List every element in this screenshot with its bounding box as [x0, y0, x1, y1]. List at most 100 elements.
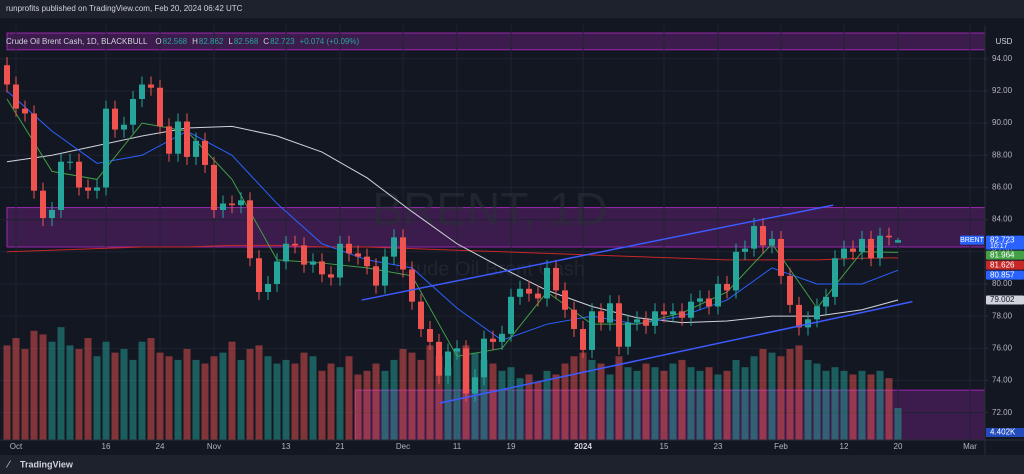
- candle: [895, 237, 901, 243]
- candle: [877, 227, 883, 267]
- candle-body: [256, 258, 262, 293]
- candle: [571, 301, 577, 338]
- volume-bar: [318, 370, 326, 440]
- candle-body: [760, 226, 766, 246]
- volume-bar: [858, 370, 866, 440]
- volume-bar: [831, 367, 839, 440]
- candle: [49, 201, 55, 227]
- candle-body: [310, 261, 316, 265]
- volume-bar: [111, 352, 119, 440]
- volume-bar: [255, 345, 263, 440]
- candle-body: [355, 253, 361, 257]
- candle: [670, 303, 676, 323]
- footer: [0, 455, 1024, 474]
- candle: [796, 296, 802, 336]
- candle: [238, 192, 244, 214]
- candle: [121, 116, 127, 138]
- candle-body: [301, 245, 307, 265]
- x-tick-label: 24: [156, 442, 165, 451]
- volume-label-bg: [986, 428, 1024, 437]
- ohlc-prefix: C: [263, 37, 269, 46]
- volume-bar: [624, 367, 632, 440]
- candle-body: [22, 108, 28, 114]
- candle: [544, 259, 550, 307]
- candle-body: [778, 238, 784, 276]
- candle: [103, 100, 109, 196]
- volume-bar: [192, 359, 200, 440]
- candle-body: [742, 248, 748, 252]
- candle: [175, 113, 181, 162]
- volume-bar: [165, 356, 173, 440]
- candle-body: [166, 126, 172, 154]
- volume-bar: [39, 334, 47, 440]
- volume-bar: [84, 338, 92, 440]
- candle-body: [67, 161, 73, 163]
- candle: [418, 293, 424, 338]
- candle: [787, 267, 793, 313]
- candle: [652, 303, 658, 334]
- volume-bar: [102, 341, 110, 440]
- candle-body: [625, 322, 631, 347]
- volume-bar: [633, 370, 641, 440]
- ohlc-value: 82.862: [199, 37, 224, 46]
- volume-label: 4.402K: [990, 428, 1016, 437]
- x-tick-label: 13: [282, 442, 291, 451]
- candle: [355, 245, 361, 265]
- currency: USD: [996, 37, 1013, 46]
- price-label-bg: [986, 270, 1024, 280]
- price-label: 79.002: [990, 295, 1015, 304]
- candle-body: [265, 283, 271, 293]
- candle: [481, 330, 487, 386]
- candle-body: [571, 309, 577, 330]
- candle: [463, 340, 469, 402]
- candle-body: [436, 341, 442, 376]
- candle-body: [382, 256, 388, 286]
- candle-body: [787, 275, 793, 305]
- candle: [535, 285, 541, 307]
- volume-bar: [642, 363, 650, 440]
- y-tick-label: 72.00: [992, 408, 1013, 417]
- volume-bar: [516, 378, 524, 440]
- volume-bar: [30, 330, 38, 440]
- volume-bar: [309, 356, 317, 440]
- volume-bar: [372, 363, 380, 440]
- candle: [589, 303, 595, 358]
- candle: [310, 253, 316, 273]
- candle: [85, 179, 91, 199]
- candle-body: [157, 87, 163, 127]
- x-tick-label: Mar: [963, 442, 977, 451]
- volume-bar: [543, 370, 551, 440]
- candle-body: [391, 237, 397, 257]
- candle-body: [508, 296, 514, 334]
- y-tick-label: 92.00: [992, 86, 1013, 95]
- candle: [715, 275, 721, 315]
- watermark: BRENT, 1D: [372, 183, 607, 235]
- y-tick-label: 90.00: [992, 118, 1013, 127]
- candle: [661, 303, 667, 323]
- moving-average: [6, 90, 899, 341]
- candle: [364, 248, 370, 275]
- volume-bar: [57, 327, 65, 440]
- candle: [13, 76, 19, 117]
- candle: [400, 229, 406, 278]
- volume-bar: [705, 367, 713, 440]
- candle-body: [823, 296, 829, 307]
- candle-body: [274, 261, 280, 284]
- volume-bar: [354, 374, 362, 440]
- candle: [409, 261, 415, 310]
- candle: [697, 290, 703, 310]
- symbol: Crude Oil Brent Cash, 1D, BLACKBULL: [6, 37, 148, 46]
- candle-body: [184, 121, 190, 157]
- volume-bar: [588, 359, 596, 440]
- price-label: 82.723: [990, 235, 1015, 244]
- candle: [850, 240, 856, 260]
- x-tick-label: 15: [660, 442, 669, 451]
- candle-body: [661, 311, 667, 315]
- volume-bar: [300, 352, 308, 440]
- candle-body: [814, 306, 820, 320]
- candle: [580, 320, 586, 358]
- candle: [373, 258, 379, 294]
- y-tick-label: 76.00: [992, 343, 1013, 352]
- volume-bar: [399, 348, 407, 440]
